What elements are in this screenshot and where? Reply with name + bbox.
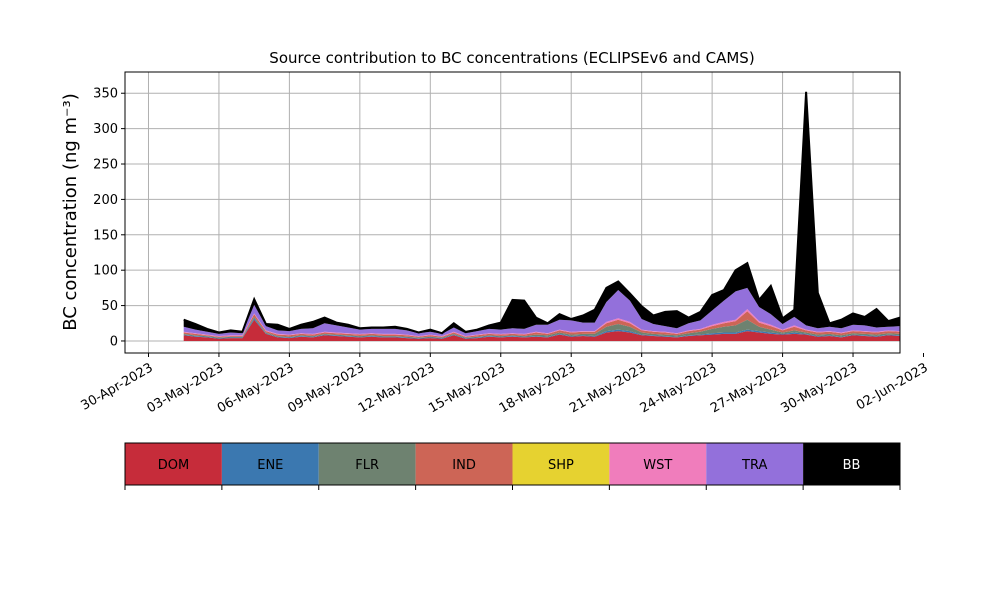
x-tick-label: 27-May-2023 [708, 360, 790, 416]
stacked-areas [183, 91, 901, 341]
area-ind [183, 311, 900, 338]
legend-label: FLR [355, 458, 379, 473]
legend-swatch-ene [221, 443, 319, 485]
x-tick-label: 30-Apr-2023 [79, 360, 156, 413]
x-tick-label: 21-May-2023 [567, 360, 649, 416]
x-tick-label: 06-May-2023 [215, 360, 297, 416]
legend-label: IND [452, 458, 476, 473]
legend-label: ENE [257, 458, 283, 473]
legend-swatch-tra [706, 443, 804, 485]
x-tick-label: 03-May-2023 [144, 360, 226, 416]
legend-swatch-flr [318, 443, 416, 485]
y-tick-label: 0 [110, 334, 118, 349]
area-tra [183, 287, 900, 336]
legend-swatch-bb [803, 443, 900, 485]
x-axis-ticks: 30-Apr-202303-May-202306-May-202309-May-… [79, 353, 931, 416]
legend-frame [124, 442, 901, 486]
area-bb [183, 91, 900, 334]
legend-label: TRA [741, 458, 767, 473]
y-axis-ticks: 0 50 100 150 200 250 300 350 [93, 87, 125, 349]
y-tick-label: 300 [93, 122, 118, 137]
legend-label: SHP [548, 458, 574, 473]
area-ene [183, 318, 900, 339]
y-tick-label: 50 [101, 299, 118, 314]
legend-colorbar: DOM ENE FLR IND SHP WST TRA BB [124, 442, 901, 490]
legend-label: WST [643, 458, 672, 473]
legend-swatch-shp [512, 443, 610, 485]
y-tick-label: 350 [93, 87, 118, 102]
area-dom [183, 319, 900, 341]
y-axis-label: BC concentration (ng m⁻³) [60, 93, 81, 331]
legend-swatch-dom [125, 443, 222, 485]
chart-title: Source contribution to BC concentrations… [269, 49, 754, 67]
area-flr [183, 316, 900, 339]
x-tick-label: 15-May-2023 [426, 360, 508, 416]
x-tick-label: 24-May-2023 [638, 360, 720, 416]
x-tick-label: 30-May-2023 [779, 360, 861, 416]
legend-label: DOM [158, 458, 189, 473]
legend-swatch-ind [415, 443, 513, 485]
x-tick-label: 09-May-2023 [285, 360, 367, 416]
y-tick-label: 200 [93, 193, 118, 208]
x-tick-label: 18-May-2023 [497, 360, 579, 416]
y-tick-label: 250 [93, 158, 118, 173]
y-tick-label: 150 [93, 228, 118, 243]
total-outline [183, 91, 901, 335]
legend-swatch-wst [609, 443, 707, 485]
legend-label: BB [843, 458, 861, 473]
plot-frame [124, 71, 901, 354]
x-tick-label: 12-May-2023 [356, 360, 438, 416]
y-tick-label: 100 [93, 264, 118, 279]
x-tick-label: 02-Jun-2023 [854, 360, 931, 413]
